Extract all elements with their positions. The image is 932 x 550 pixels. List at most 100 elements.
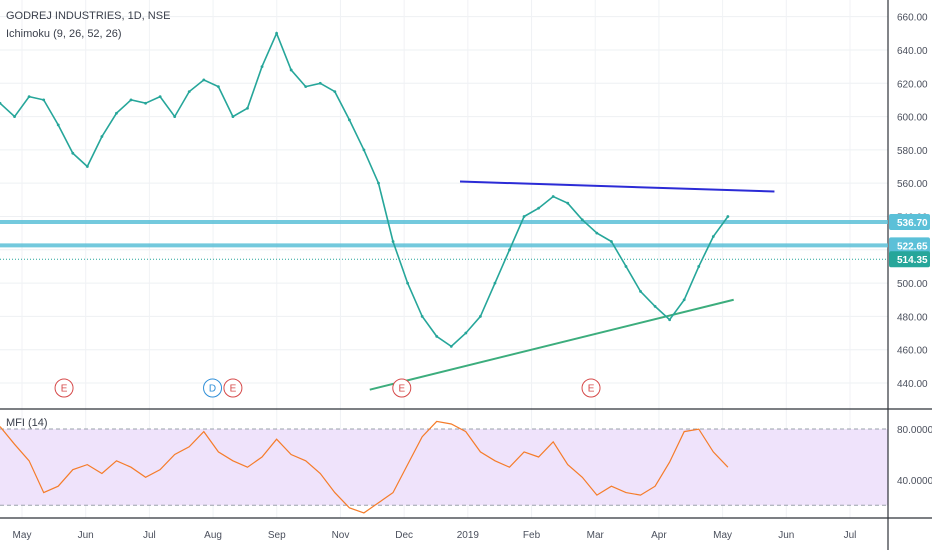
price-point [85, 165, 89, 168]
price-tick-label: 640.00 [897, 46, 928, 57]
event-marker-label: E [230, 384, 237, 395]
price-point [610, 240, 613, 243]
price-point [435, 334, 439, 338]
price-point [595, 231, 599, 235]
price-point [420, 315, 424, 318]
price-tick-label: 620.00 [897, 79, 928, 90]
price-point [202, 78, 206, 82]
price-point [275, 31, 278, 35]
ichimoku-label[interactable]: Ichimoku (9, 26, 52, 26) [6, 28, 122, 40]
price-point [42, 98, 46, 102]
resistance-trendline [459, 180, 775, 193]
time-tick-label: Jul [143, 530, 156, 541]
time-tick-label: May [713, 530, 732, 541]
price-point [391, 240, 395, 243]
mfi-label[interactable]: MFI (14) [6, 417, 48, 429]
price-point [260, 65, 264, 69]
price-point [173, 115, 177, 118]
price-point [639, 290, 642, 293]
event-marker-label: E [398, 384, 405, 395]
mfi-tick-label: 40.0000 [897, 476, 932, 487]
mfi-band-fill [0, 429, 888, 506]
price-point [27, 95, 31, 98]
price-point [537, 206, 541, 210]
price-axis-badge [889, 213, 930, 230]
price-point [726, 215, 730, 218]
time-tick-label: Jul [844, 530, 857, 541]
mfi-tick-label: 80.0000 [897, 425, 932, 436]
price-point [246, 106, 249, 110]
time-tick-label: Jun [778, 530, 794, 541]
time-tick-label: Dec [395, 530, 413, 541]
price-tick-label: 580.00 [897, 146, 928, 157]
time-tick-label: Feb [523, 530, 541, 541]
price-point [624, 265, 628, 268]
time-tick-label: Mar [587, 530, 605, 541]
price-point [551, 195, 555, 198]
event-marker-label: E [588, 384, 595, 395]
price-point [362, 148, 366, 152]
event-marker-e [54, 378, 74, 398]
price-point [13, 115, 16, 118]
event-marker-e [392, 378, 412, 398]
price-point [158, 95, 162, 98]
price-point [682, 298, 686, 302]
time-tick-label: Apr [651, 530, 667, 541]
price-point [347, 118, 351, 122]
event-marker-label: D [209, 384, 216, 395]
price-point [333, 90, 337, 93]
time-tick-label: 2019 [457, 530, 480, 541]
price-point [464, 331, 468, 335]
price-point [449, 344, 453, 348]
price-tick-label: 500.00 [897, 279, 928, 290]
price-point [129, 98, 133, 102]
price-point [406, 281, 410, 285]
price-tick-label: 560.00 [897, 179, 928, 190]
price-point [653, 305, 657, 308]
time-tick-label: May [13, 530, 32, 541]
price-tick-label: 480.00 [897, 312, 928, 323]
time-tick-label: Nov [332, 530, 350, 541]
price-tick-label: 600.00 [897, 113, 928, 124]
price-point [711, 235, 715, 238]
price-axis-badge-label: 514.35 [897, 255, 928, 266]
time-tick-label: Sep [268, 530, 286, 541]
price-point [56, 123, 60, 127]
price-axis-badge [889, 251, 930, 268]
price-axis-badge [889, 237, 930, 254]
price-point [566, 201, 570, 205]
event-marker-d [203, 378, 223, 398]
time-tick-label: Jun [78, 530, 94, 541]
price-point [478, 315, 482, 318]
event-marker-e [581, 378, 601, 398]
time-tick-label: Aug [204, 530, 222, 541]
price-point [508, 248, 511, 252]
price-point [71, 151, 75, 155]
price-point [304, 85, 308, 88]
symbol-title: GODREJ INDUSTRIES, 1D, NSE [6, 10, 171, 22]
price-tick-label: 460.00 [897, 346, 928, 357]
price-point [0, 101, 2, 105]
price-point [187, 90, 191, 93]
price-point [697, 265, 701, 268]
price-point [668, 318, 672, 322]
price-point [580, 218, 584, 222]
price-point [216, 85, 220, 88]
price-point [493, 281, 497, 285]
price-axis-badge-label: 522.65 [897, 241, 928, 252]
price-point [318, 81, 322, 85]
price-tick-label: 440.00 [897, 379, 928, 390]
price-point [289, 68, 293, 72]
price-point [377, 181, 380, 185]
price-point [231, 115, 235, 118]
price-point [522, 215, 526, 218]
price-tick-label: 660.00 [897, 13, 928, 24]
price-point [115, 111, 118, 115]
price-point [100, 135, 104, 138]
price-point [144, 101, 147, 105]
price-axis-badge-label: 536.70 [897, 218, 928, 229]
mfi-series-line [0, 420, 729, 514]
event-marker-e [223, 378, 243, 398]
event-marker-label: E [61, 384, 68, 395]
